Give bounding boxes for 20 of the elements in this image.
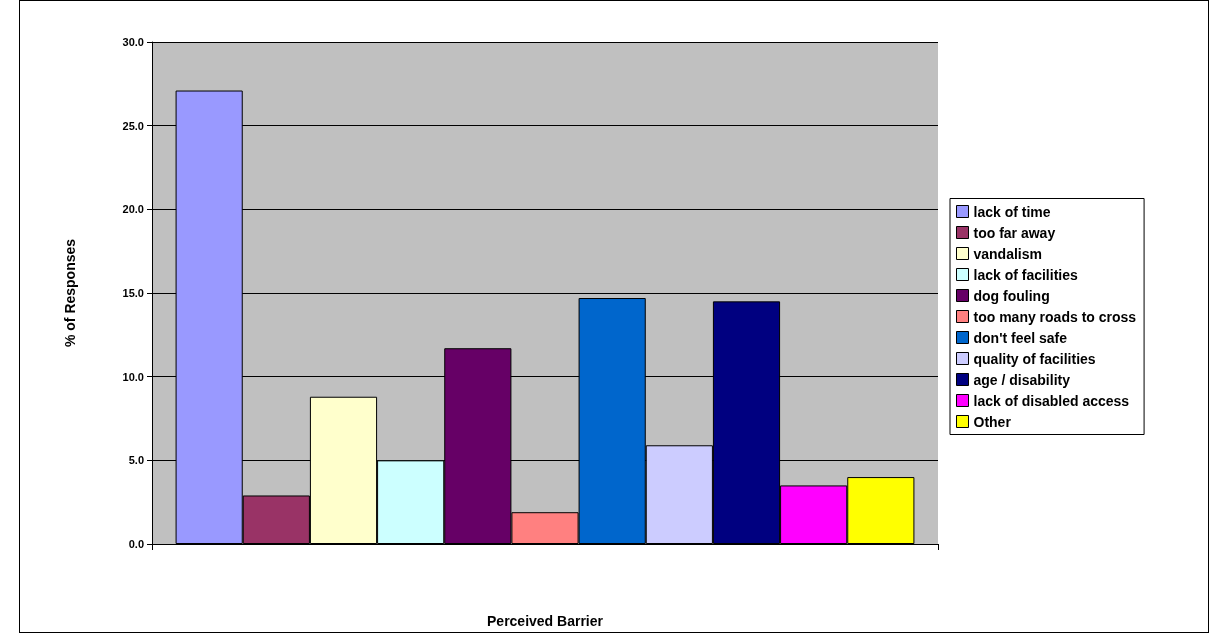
y-tick-label: 15.0 (122, 287, 144, 299)
legend-label: lack of disabled access (973, 392, 1130, 409)
legend-label: Other (973, 413, 1012, 430)
y-tick-label: 20.0 (122, 203, 144, 216)
legend-label: lack of facilities (973, 266, 1078, 283)
legend-label: vandalism (973, 245, 1042, 262)
legend-label: lack of time (973, 203, 1051, 220)
legend-label: age / disability (973, 371, 1071, 388)
y-axis-title: % of Responses (62, 238, 78, 348)
x-axis-title: Perceived Barrier (487, 613, 604, 629)
y-tick-label: 0.0 (128, 538, 144, 550)
legend-label: too far away (973, 224, 1056, 241)
y-tick-label: 25.0 (122, 119, 144, 132)
y-tick-label: 30.0 (122, 36, 144, 48)
y-tick-label: 10.0 (122, 370, 144, 383)
legend-label: dog fouling (973, 287, 1050, 304)
y-tick-label: 5.0 (128, 454, 144, 467)
legend-label: don't feel safe (973, 329, 1068, 346)
legend-label: quality of facilities (973, 350, 1096, 367)
legend-label: too many roads to cross (973, 308, 1137, 325)
